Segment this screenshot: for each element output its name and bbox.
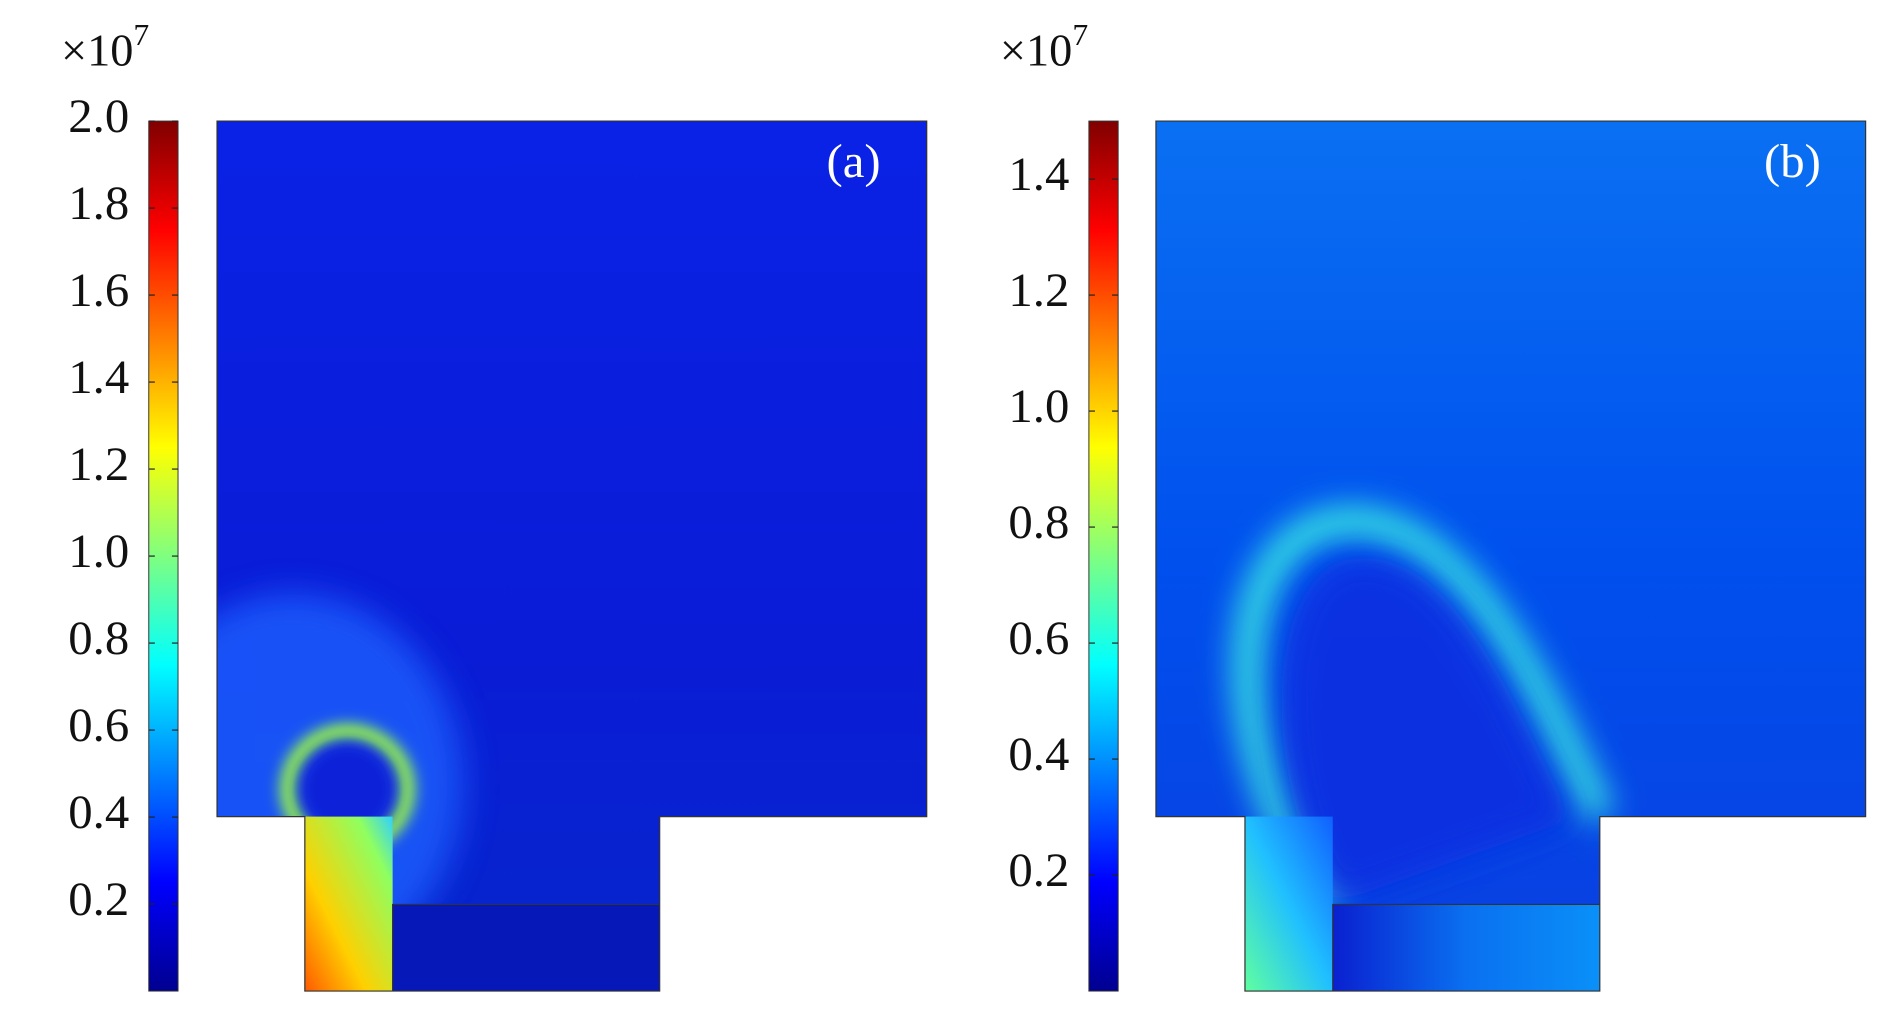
colorbar-tick-label: 1.0 [1008,381,1069,433]
colorbar-tick-label: 0.8 [1008,497,1069,549]
colorbar-tick-label: 1.2 [1008,265,1069,317]
colorbar-tick-label: 0.4 [1008,729,1069,781]
colorbar-tick-label: 0.6 [1008,613,1069,665]
colorbar-tick-label: 1.0 [68,526,129,578]
multiplier-base: ×10 [1000,25,1072,75]
colorbar-tick-label: 1.4 [68,352,129,404]
colorbar [1088,120,1119,992]
colorbar-tick-label: 1.4 [1008,149,1069,201]
colorbar-tick-label: 0.2 [1008,845,1069,897]
colorbar-tick-label: 2.0 [68,91,129,143]
panel-label: (b) [1764,136,1821,188]
colorbar-tick-label: 0.2 [68,874,129,926]
colorbar-tick-label: 0.8 [68,613,129,665]
colorbar-multiplier: ×107 [61,17,149,74]
colorbar-tick-label: 1.2 [68,439,129,491]
multiplier-base: ×10 [61,25,133,75]
field-panel-a [216,120,928,992]
colorbar-tick-label: 1.6 [68,265,129,317]
multiplier-exponent: 7 [1072,17,1088,52]
colorbar-tick-label: 1.8 [68,178,129,230]
multiplier-exponent: 7 [133,17,149,52]
field-panel-b [1155,120,1867,992]
panel-label: (a) [826,136,880,188]
colorbar-multiplier: ×107 [1000,17,1088,74]
colorbar-tick-label: 0.4 [68,787,129,839]
colorbar-tick-label: 0.6 [68,700,129,752]
